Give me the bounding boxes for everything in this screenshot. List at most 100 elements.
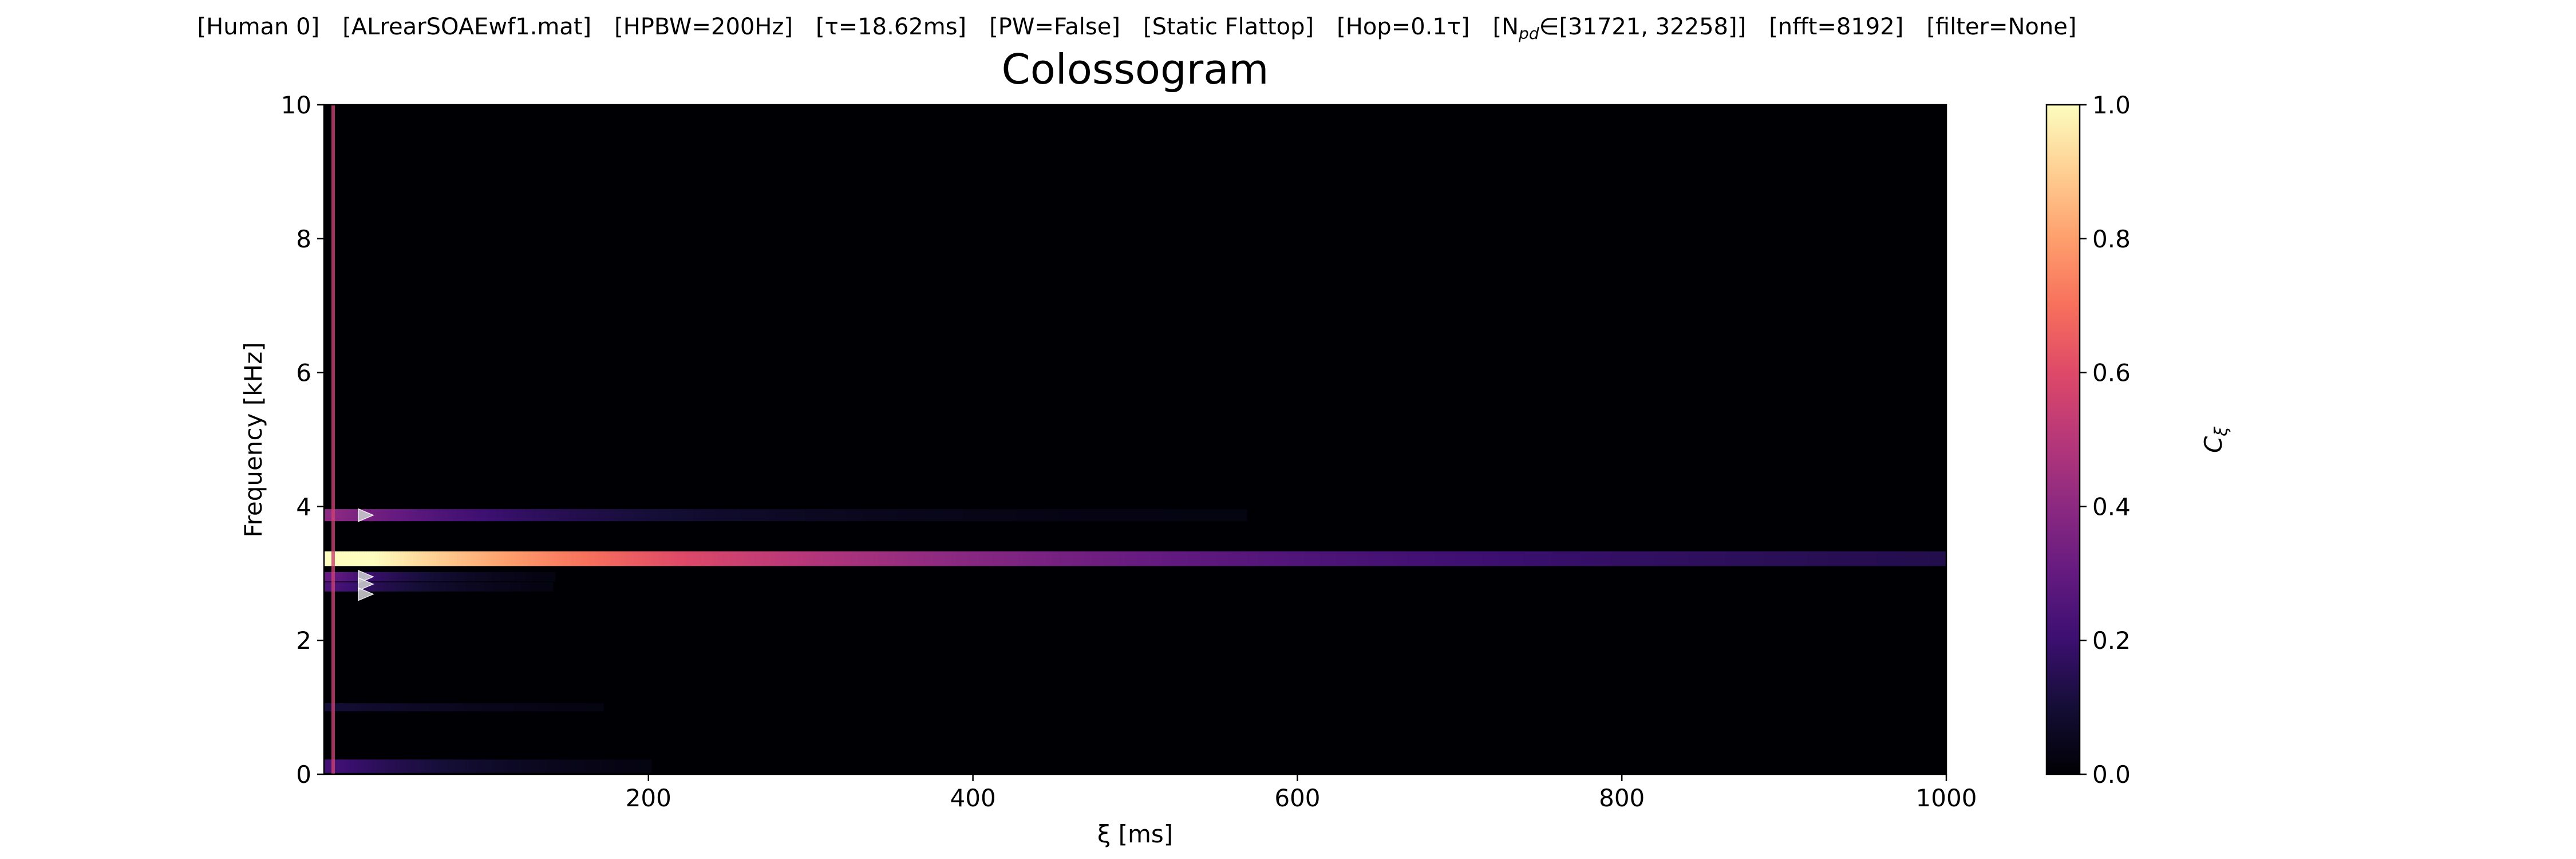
band-cell	[526, 509, 528, 522]
band-cell	[471, 582, 473, 592]
band-cell	[1336, 551, 1339, 566]
band-cell	[896, 551, 899, 566]
band-cell	[956, 551, 959, 566]
band-cell	[677, 551, 679, 566]
band-cell	[720, 551, 723, 566]
band-cell	[1267, 551, 1270, 566]
band-cell	[1137, 551, 1140, 566]
band-cell	[1581, 551, 1584, 566]
band-cell	[356, 551, 359, 566]
band-cell	[1068, 551, 1071, 566]
band-cell	[1604, 551, 1607, 566]
band-cell	[498, 703, 501, 712]
band-cell	[631, 551, 634, 566]
band-cell	[487, 703, 489, 712]
band-cell	[475, 572, 478, 582]
band-cell	[1027, 551, 1030, 566]
band-cell	[477, 509, 480, 522]
band-cell	[482, 703, 485, 712]
band-cell	[338, 582, 341, 592]
band-cell	[1565, 551, 1568, 566]
band-cell	[482, 582, 485, 592]
band-cell	[356, 703, 359, 712]
band-cell	[493, 551, 496, 566]
band-cell	[736, 509, 739, 522]
band-cell	[613, 759, 615, 773]
band-cell	[1018, 551, 1021, 566]
band-cell	[560, 509, 563, 522]
band-cell	[443, 582, 446, 592]
band-cell	[633, 759, 636, 773]
band-cell	[1167, 551, 1170, 566]
band-cell	[363, 703, 366, 712]
band-cell	[933, 509, 936, 522]
band-cell	[594, 551, 597, 566]
band-cell	[347, 703, 350, 712]
band-cell	[599, 703, 602, 712]
band-cell	[402, 759, 405, 773]
band-cell	[562, 551, 565, 566]
band-cell	[1744, 551, 1747, 566]
band-cell	[626, 509, 629, 522]
band-cell	[335, 703, 338, 712]
band-cell	[455, 582, 457, 592]
band-cell	[1533, 551, 1536, 566]
band-cell	[979, 551, 982, 566]
band-cell	[949, 551, 952, 566]
band-cell	[519, 509, 521, 522]
band-cell	[1883, 551, 1886, 566]
band-cell	[945, 509, 947, 522]
band-cell	[404, 551, 407, 566]
colorbar: 0.00.20.40.60.81.0 Cξ	[2045, 91, 2231, 789]
band-cell	[912, 509, 915, 522]
band-cell	[864, 551, 867, 566]
band-cell	[530, 759, 533, 773]
band-cell	[1698, 551, 1701, 566]
band-cell	[427, 703, 430, 712]
band-cell	[816, 551, 819, 566]
band-cell	[395, 582, 398, 592]
band-cell	[915, 509, 918, 522]
band-cell	[397, 572, 400, 582]
band-cell	[574, 759, 576, 773]
band-cell	[848, 551, 851, 566]
band-cell	[420, 551, 423, 566]
band-cell	[326, 703, 329, 712]
band-cell	[997, 551, 1000, 566]
band-cell	[700, 551, 702, 566]
band-cell	[1176, 551, 1179, 566]
band-cell	[567, 509, 570, 522]
band-cell	[793, 551, 796, 566]
band-cell	[482, 551, 485, 566]
band-cell	[1366, 551, 1369, 566]
band-cell	[526, 759, 528, 773]
band-cell	[372, 759, 375, 773]
band-cell	[1135, 551, 1137, 566]
band-cell	[354, 509, 357, 522]
band-cell	[961, 551, 963, 566]
band-cell	[452, 582, 455, 592]
band-cell	[507, 759, 510, 773]
band-cell	[496, 703, 499, 712]
band-cell	[1244, 551, 1247, 566]
band-cell	[782, 551, 785, 566]
band-cell	[688, 509, 691, 522]
band-cell	[1233, 551, 1236, 566]
band-cell	[1661, 551, 1664, 566]
band-cell	[480, 572, 483, 582]
band-cell	[450, 572, 453, 582]
band-cell	[1194, 551, 1197, 566]
band-cell	[1093, 509, 1096, 522]
band-cell	[1627, 551, 1630, 566]
band-cell	[1822, 551, 1824, 566]
band-cell	[434, 582, 437, 592]
band-cell	[532, 759, 535, 773]
x-axis: 200 400 600 800 1000	[626, 774, 1977, 812]
band-cell	[1677, 551, 1680, 566]
band-cell	[624, 759, 627, 773]
band-cell	[1238, 509, 1240, 522]
band-cell	[1272, 551, 1275, 566]
band-cell	[789, 509, 792, 522]
band-cell	[491, 582, 494, 592]
band-cell	[471, 509, 473, 522]
